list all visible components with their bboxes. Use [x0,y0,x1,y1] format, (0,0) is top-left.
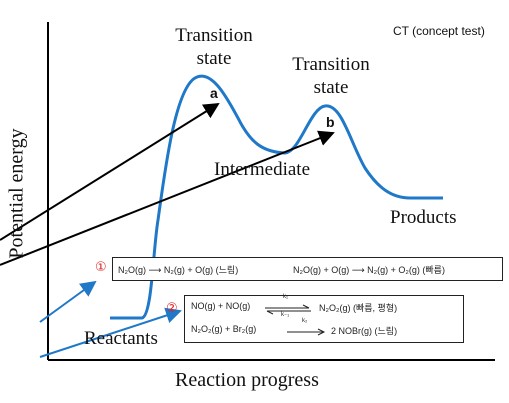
mechanism-1-step-2: N₂O(g) + O(g) ⟶ N₂(g) + O₂(g) (빠름) [293,265,445,275]
mechanism-2-step-1-left: NO(g) + NO(g) [191,301,251,311]
mechanism-2-step-2-left: N₂O₂(g) + Br₂(g) [191,324,257,334]
products-label: Products [390,207,457,228]
energy-curve [110,74,443,320]
mechanism-2-k1: k₁ [283,294,289,300]
intermediate-label: Intermediate [214,159,311,180]
mechanism-2-marker: ② [166,301,178,316]
mechanism-2-step-2-right: 2 NOBr(g) (느림) [331,326,398,336]
reactants-label: Reactants [84,328,158,349]
transition-state-1-label: Transition state [160,24,268,70]
mechanism-2-step-1-right: N₂O₂(g) (빠름, 평형) [319,303,398,313]
mechanism-1-box: N₂O(g) ⟶ N₂(g) + O(g) (느림) N₂O(g) + O(g)… [112,257,503,281]
ct-label: CT (concept test) [393,24,485,38]
mechanism-2-k-1: k₋₁ [281,312,290,318]
x-axis-label: Reaction progress [175,369,319,391]
reaction-arrow-icon [287,328,326,336]
blue-arrow-2 [39,307,182,358]
mechanism-1-step-1: N₂O(g) ⟶ N₂(g) + O(g) (느림) [118,265,239,275]
label-a: a [210,85,218,101]
ts2-line1: Transition [292,54,370,75]
ts1-line2: state [196,48,232,69]
mechanism-1-marker: ① [95,260,107,275]
transition-state-2-label: Transition state [277,53,385,99]
mechanism-2-k2: k₂ [302,318,308,324]
mechanism-2-box: NO(g) + NO(g) k₁ k₋₁ N₂O₂(g) (빠름, 평형) N₂… [184,294,464,343]
ts2-line2: state [313,77,349,98]
ts1-line1: Transition [175,25,253,46]
label-b: b [326,114,335,130]
arrow-to-b [0,130,335,266]
arrow-to-a [0,102,220,241]
y-axis-label: Potential energy [5,128,28,259]
equilibrium-arrow-icon [265,304,311,315]
blue-arrow-1 [39,280,97,323]
